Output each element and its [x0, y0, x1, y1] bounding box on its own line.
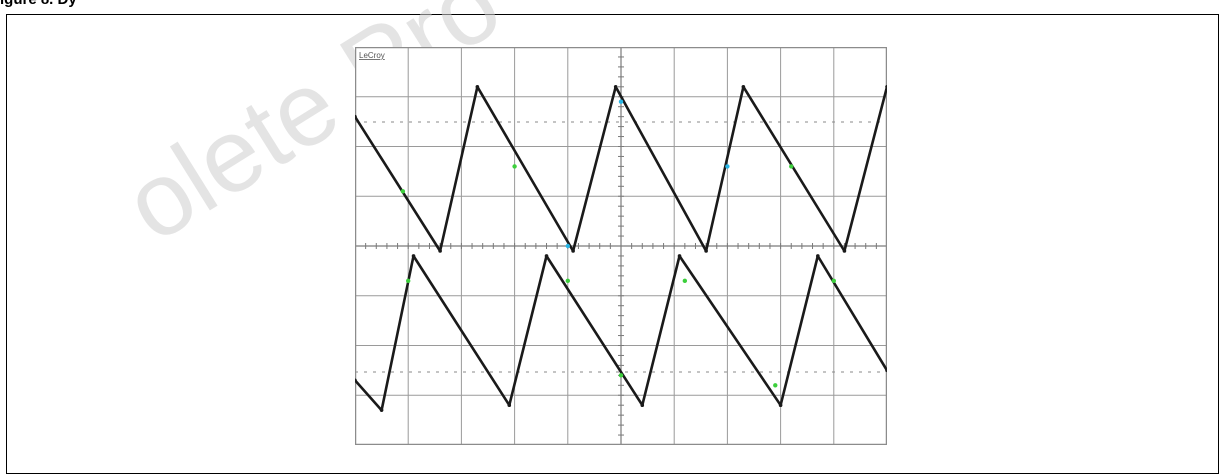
series-point	[613, 85, 618, 89]
series-point	[816, 254, 820, 258]
series-point	[411, 254, 416, 258]
plot-frame	[354, 46, 888, 446]
sample-marker	[618, 373, 624, 378]
series-point	[677, 254, 682, 258]
series-point	[842, 249, 847, 253]
sample-marker	[682, 278, 688, 284]
series-point	[741, 85, 746, 89]
figure-title: igure 8. Dy	[0, 0, 77, 8]
series-point	[438, 249, 442, 253]
series-point	[507, 403, 512, 408]
series-point	[704, 249, 708, 253]
sample-marker	[400, 189, 406, 194]
series-point	[640, 403, 645, 408]
sample-marker	[565, 278, 570, 284]
series-point	[475, 85, 480, 89]
sample-marker	[789, 164, 794, 169]
sample-marker	[565, 243, 570, 249]
sample-marker	[831, 278, 836, 284]
series-point	[379, 408, 384, 412]
sample-marker	[773, 383, 778, 388]
sample-marker	[618, 99, 624, 104]
sample-marker	[725, 164, 730, 169]
oscilloscope-plot: LeCroy	[353, 46, 889, 446]
oscilloscope-screen: LeCroy	[353, 46, 889, 446]
series-point	[353, 114, 357, 119]
sample-marker	[512, 164, 517, 169]
series-line-2	[353, 254, 889, 412]
series-point	[544, 254, 549, 258]
series-point	[571, 249, 575, 253]
series-point	[353, 378, 357, 383]
sample-marker	[406, 278, 411, 284]
series-point	[778, 403, 783, 408]
brand-label: LeCroy	[359, 51, 385, 60]
